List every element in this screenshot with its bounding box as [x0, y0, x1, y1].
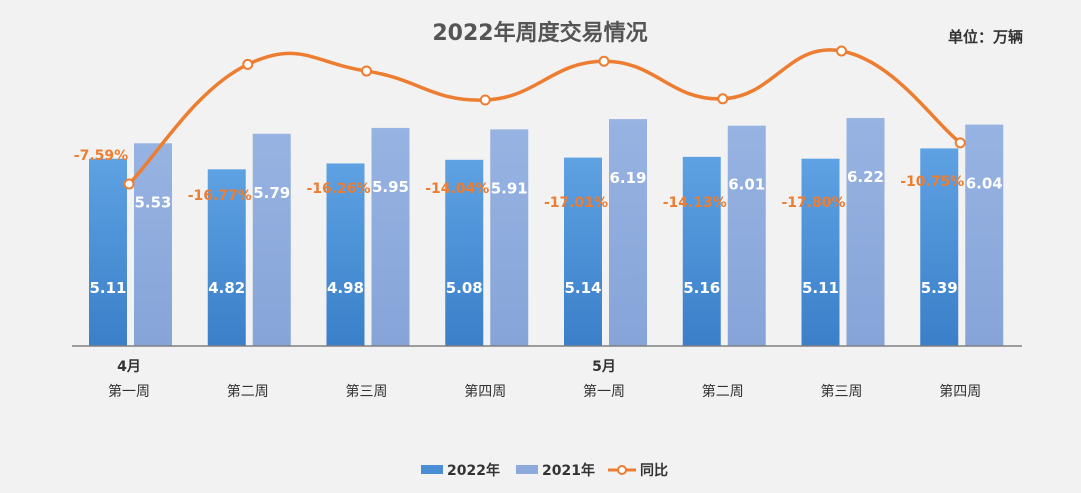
data-label-2021-1: 5.53	[134, 193, 171, 211]
category-label-1: 第一周	[108, 383, 150, 400]
data-label-2021-6: 6.01	[728, 176, 765, 194]
legend-label-2022: 2022年	[447, 462, 500, 479]
yoy-point-7	[836, 45, 847, 57]
yoy-label-5: -17.01%	[544, 195, 608, 211]
data-label-2021-2: 5.79	[253, 184, 290, 202]
data-label-2022-2: 4.82	[208, 279, 245, 297]
labels-layer: 5.11 5.53 4.82 5.79 4.98 5.95 5.08 5.91 5.14 6.19…	[74, 148, 1003, 297]
month-label-2: 5月	[592, 359, 616, 375]
data-label-2022-4: 5.08	[446, 279, 483, 297]
data-label-2021-8: 6.04	[966, 175, 1003, 193]
bar-2021-5	[609, 119, 647, 347]
x-axis-labels: 第一周 第二周 第三周 第四周 第一周 第二周 第三周 第四周 4月 5月	[108, 359, 981, 400]
bar-2021-1	[134, 143, 172, 346]
yoy-point-6	[717, 93, 729, 105]
data-label-2022-3: 4.98	[327, 279, 364, 297]
legend-label-yoy: 同比	[640, 462, 668, 479]
bars-layer	[89, 118, 1004, 347]
bar-2021-7	[846, 118, 885, 346]
bar-2022-4	[445, 159, 484, 346]
yoy-label-6: -14.13%	[663, 195, 727, 211]
category-label-8: 第四周	[939, 383, 981, 400]
category-label-6: 第二周	[702, 383, 744, 400]
data-label-2021-7: 6.22	[847, 168, 884, 186]
category-label-2: 第二周	[227, 383, 269, 400]
legend-label-2021: 2021年	[542, 462, 595, 479]
yoy-point-4	[479, 94, 491, 106]
yoy-point-5	[598, 55, 610, 67]
month-label-1: 4月	[117, 359, 141, 375]
yoy-label-8: -10.75%	[900, 174, 964, 190]
yoy-point-2	[242, 58, 254, 70]
bar-2022-5	[564, 157, 602, 346]
data-label-2021-5: 6.19	[609, 169, 646, 187]
bar-2021-4	[490, 129, 529, 346]
bar-2022-8	[920, 148, 959, 346]
data-label-2022-8: 5.39	[921, 279, 958, 297]
legend-swatch-2022	[421, 465, 443, 474]
yoy-point-8	[954, 137, 966, 149]
bar-2022-3	[326, 163, 365, 346]
yoy-label-2: -16.77%	[188, 188, 252, 204]
bar-2022-1	[89, 158, 127, 346]
category-label-7: 第三周	[821, 383, 863, 400]
bar-2022-2	[207, 169, 246, 346]
legend: 2022年 2021年 同比	[421, 462, 668, 479]
bar-2021-2	[252, 133, 291, 346]
bar-2022-7	[801, 158, 840, 346]
bar-2022-6	[682, 156, 721, 346]
line-layer	[123, 45, 966, 190]
yoy-label-3: -16.26%	[306, 181, 370, 197]
bar-2021-3	[371, 127, 410, 347]
yoy-point-1	[123, 178, 135, 190]
data-label-2021-4: 5.91	[491, 179, 528, 197]
yoy-label-7: -17.80%	[781, 195, 845, 211]
chart-title: 2022年周度交易情况	[432, 20, 647, 46]
data-label-2021-3: 5.95	[372, 178, 409, 196]
category-label-4: 第四周	[464, 383, 506, 400]
unit-label: 单位：万辆	[948, 28, 1023, 46]
yoy-point-3	[361, 65, 372, 77]
yoy-label-4: -14.04%	[425, 181, 489, 197]
yoy-label-1: -7.59%	[74, 148, 128, 164]
legend-swatch-2021	[516, 465, 538, 474]
data-label-2022-5: 5.14	[564, 279, 601, 297]
bar-2021-6	[727, 125, 766, 346]
data-label-2022-7: 5.11	[802, 279, 839, 297]
data-label-2022-6: 5.16	[683, 279, 720, 297]
legend-marker-yoy	[617, 465, 627, 475]
category-label-5: 第一周	[583, 383, 625, 400]
bar-2021-8	[965, 124, 1004, 346]
data-label-2022-1: 5.11	[89, 279, 126, 297]
category-label-3: 第三周	[346, 383, 388, 400]
